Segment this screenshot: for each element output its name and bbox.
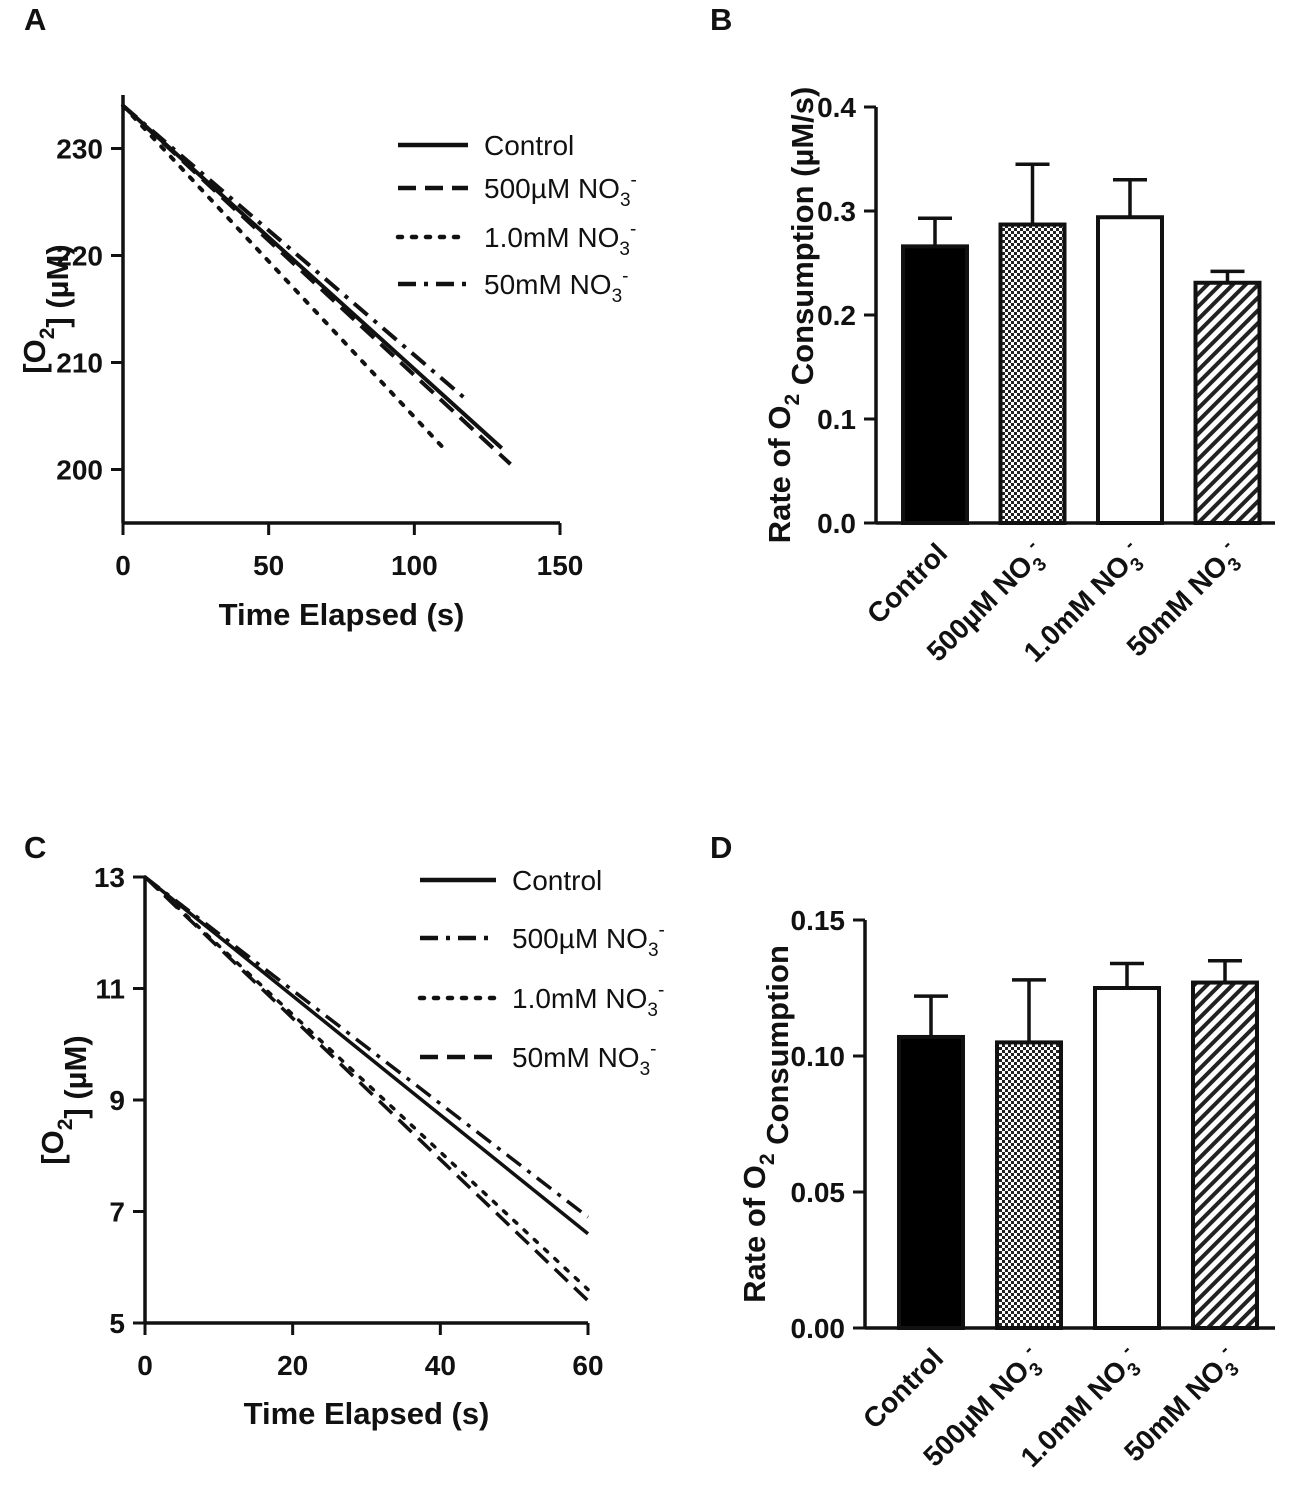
panel-d: D 0.00 0.05 0.10 0.15 Rate of O2 Consumption C… [710, 830, 1275, 1473]
x-axis-title: Time Elapsed (s) [244, 1396, 490, 1431]
superscript: - [658, 980, 664, 1001]
subscript: 3 [647, 1000, 658, 1021]
category-label-1: Control [857, 1342, 949, 1434]
superscript: - [630, 219, 636, 240]
legend-label-2: 500µM NO3- [512, 920, 665, 961]
y-tick-label: 0.4 [817, 92, 856, 123]
superscript: - [1120, 535, 1139, 554]
superscript: - [631, 170, 637, 191]
subscript: 3 [640, 1059, 651, 1080]
y-tick-label: 5 [109, 1308, 125, 1339]
bar-1 [897, 1034, 965, 1330]
panel-c: C 5 7 9 11 13 0 20 40 60 Time Elapsed (s) [O2] (µM)… [24, 830, 665, 1431]
y-tick-label: 0.3 [817, 196, 856, 227]
panel-label-a: A [24, 2, 46, 37]
category-label-1: Control [861, 537, 953, 629]
bar-2 [995, 1040, 1063, 1331]
y-tick-label: 220 [56, 241, 103, 272]
x-tick-label: 40 [425, 1350, 456, 1381]
superscript: - [1215, 1340, 1234, 1359]
subscript: 3 [648, 940, 659, 961]
legend-label-3: 1.0mM NO3- [484, 219, 636, 260]
y-axis-title: [O2] (µM) [17, 244, 75, 373]
y-tick-label: 0.0 [817, 508, 856, 539]
subscript: 2 [54, 1119, 77, 1131]
superscript: - [650, 1039, 656, 1060]
panel-a: A 200 210 220 230 0 50 100 150 Time Elapsed (s) [O… [17, 2, 637, 632]
subscript: 3 [612, 286, 623, 307]
superscript: - [1022, 535, 1041, 554]
series-line-2 [143, 875, 590, 1219]
series-line-4 [121, 104, 469, 402]
series-line-3 [143, 875, 590, 1292]
series-line-1 [121, 104, 504, 450]
panel-label-d: D [710, 830, 732, 865]
x-tick-label: 0 [137, 1350, 153, 1381]
superscript: - [1019, 1340, 1038, 1359]
panel-label-c: C [24, 830, 46, 865]
bar-4 [1193, 280, 1262, 526]
y-tick-label: 0.10 [791, 1041, 846, 1072]
y-tick-label: 0.15 [791, 905, 846, 936]
x-tick-label: 60 [572, 1350, 603, 1381]
legend-label-2: 500µM NO3- [484, 170, 637, 211]
y-tick-label: 0.05 [791, 1177, 846, 1208]
x-tick-label: 50 [253, 550, 284, 581]
subscript: 2 [756, 1153, 779, 1165]
superscript: - [622, 266, 628, 287]
y-tick-label: 9 [109, 1085, 125, 1116]
y-tick-label: 0.2 [817, 300, 856, 331]
y-axis-title: [O2] (µM) [35, 1035, 93, 1164]
x-tick-label: 100 [391, 550, 438, 581]
category-label-4: 50mM NO3- [1116, 1340, 1248, 1472]
category-label-4: 50mM NO3- [1118, 535, 1250, 667]
legend-label-1: Control [484, 130, 574, 161]
x-tick-label: 150 [537, 550, 584, 581]
superscript: - [659, 920, 665, 941]
superscript: - [1217, 535, 1236, 554]
y-tick-label: 230 [56, 134, 103, 165]
y-tick-label: 0.1 [817, 404, 856, 435]
x-axis-title: Time Elapsed (s) [219, 597, 465, 632]
subscript: 3 [619, 239, 630, 260]
legend-label-4: 50mM NO3- [512, 1039, 656, 1080]
x-tick-label: 0 [115, 550, 131, 581]
y-tick-label: 13 [94, 862, 125, 893]
y-tick-label: 0.00 [791, 1313, 846, 1344]
series-line-2 [121, 104, 512, 466]
superscript: - [1117, 1340, 1136, 1359]
y-tick-label: 200 [56, 455, 103, 486]
series-line-3 [121, 103, 446, 451]
bar-3 [1096, 215, 1164, 526]
y-axis-title: Rate of O2 Consumption (µM/s) [762, 87, 820, 544]
x-tick-label: 20 [277, 1350, 308, 1381]
legend-label-1: Control [512, 865, 602, 896]
y-tick-label: 210 [56, 348, 103, 379]
legend-label-3: 1.0mM NO3- [512, 980, 664, 1021]
bar-2 [998, 222, 1067, 526]
bar-3 [1093, 986, 1161, 1330]
y-tick-label: 11 [95, 974, 125, 1005]
y-tick-label: 7 [109, 1197, 125, 1228]
bar-1 [901, 244, 969, 526]
legend-label-4: 50mM NO3- [484, 266, 628, 307]
series-line-1 [143, 875, 590, 1236]
subscript: 2 [36, 328, 59, 340]
y-axis-title: Rate of O2 Consumption [737, 945, 795, 1303]
subscript: 2 [781, 394, 804, 406]
bar-4 [1191, 980, 1259, 1330]
panel-label-b: B [710, 2, 732, 37]
series-line-4 [143, 875, 590, 1302]
subscript: 3 [620, 190, 631, 211]
